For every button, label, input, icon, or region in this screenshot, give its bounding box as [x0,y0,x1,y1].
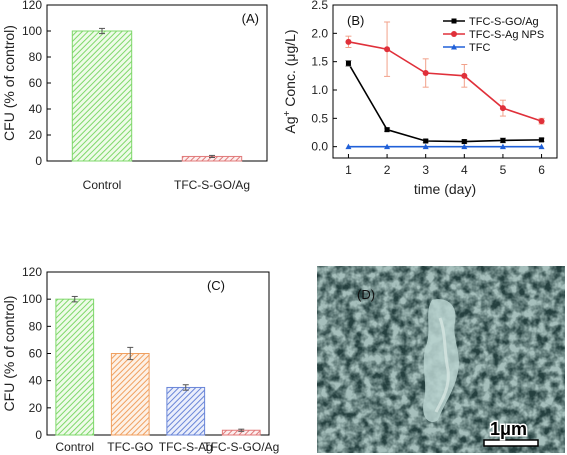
data-point [422,70,429,76]
x-category-label: Control [55,440,94,454]
data-point [384,143,391,150]
bar [110,353,150,436]
y-tick-label: 1.5 [311,55,328,69]
x-tick-label: 3 [422,163,429,177]
y-tick-label: 80 [29,319,43,333]
panel-label: (C) [207,278,225,293]
y-axis-title-rest: Conc. (μg/L) [282,29,298,110]
scale-bar-label: 1μm [490,419,527,439]
bar [71,30,133,162]
plot-frame [332,4,558,159]
x-tick-label: 4 [461,163,468,177]
legend-label: TFC [469,42,490,54]
y-axis-title-sup: + [282,110,293,116]
data-point [384,46,391,53]
y-tick-label: 100 [22,292,42,306]
y-tick-label: 60 [29,347,43,361]
data-point [538,118,545,125]
bar [166,386,206,436]
x-category-label: TFC-S-GO/Ag [203,440,279,454]
data-point [422,143,429,150]
panel-c-chart: 0 20 40 60 80 100 120 Control TFC-GO TFC-S-AgTFC-… [1,265,279,454]
panel-a-chart: 0 20 40 60 80 100 120 Control TFC-S-GO/Ag (A) CFU … [1,0,268,192]
panel-label: (B) [347,13,364,28]
y-tick-label: 0.0 [311,140,328,154]
legend-marker [451,18,457,24]
y-tick-label: 2.0 [311,26,328,40]
y-tick-label: 120 [22,265,42,279]
data-point [499,105,506,112]
y-axis-title: CFU (% of control) [1,296,17,412]
panel-b-chart: 0.0 0.5 1.0 1.5 2.0 2.5 1 2 3 4 5 6 TFC-S-GO/AgTFC-S… [282,0,558,197]
legend-label: TFC-S-GO/Ag [469,16,539,28]
y-tick-label: 120 [22,0,42,12]
y-tick-label: 20 [29,128,43,142]
panel-label: (A) [242,11,259,26]
data-point [500,137,506,143]
y-tick-label: 2.5 [311,0,328,12]
y-tick-label: 40 [29,374,43,388]
legend-marker [451,44,457,50]
data-point [461,143,468,150]
sem-micrograph: (D) 1μm [317,266,565,453]
y-tick-label: 60 [29,76,43,90]
data-point [384,127,390,133]
y-axis-title: CFU (% of control) [1,25,17,141]
y-axis-title-main: Ag [282,116,298,133]
scale-bar [483,439,539,447]
x-category-label: TFC-GO [107,440,153,454]
y-tick-label: 80 [29,50,43,64]
data-point [345,143,352,150]
x-axis-title: time (day) [414,181,476,197]
x-category-label: Control [83,178,122,192]
data-point [538,143,545,150]
y-tick-label: 40 [29,102,43,116]
y-tick-label: 0 [35,154,42,168]
x-category-label: TFC-S-GO/Ag [174,178,250,192]
data-point [461,72,468,79]
y-tick-label: 100 [22,24,42,38]
y-tick-label: 20 [29,401,43,415]
series-line [348,41,542,122]
y-tick-label: 0 [35,428,42,442]
x-category-label: TFC-S-Ag [159,440,213,454]
sem-panel-label: (D) [357,287,375,302]
sem-ridge [423,299,459,422]
x-tick-label: 1 [345,163,352,177]
data-point [499,143,506,150]
data-point [423,138,429,144]
legend-marker [451,31,457,37]
data-point [461,139,467,145]
y-tick-label: 0.5 [311,111,328,125]
series-line [347,62,542,143]
data-point [539,137,545,143]
data-point [345,38,352,45]
sem-ridge-shadow [434,317,450,413]
x-tick-label: 5 [500,163,507,177]
legend-label: TFC-S-Ag NPS [469,29,544,41]
y-axis-title: Ag+ Conc. (μg/L) [282,29,299,133]
data-point [345,60,351,66]
x-tick-label: 2 [384,163,391,177]
y-tick-label: 1.0 [311,83,328,97]
x-tick-label: 6 [538,163,545,177]
bar [55,298,95,436]
